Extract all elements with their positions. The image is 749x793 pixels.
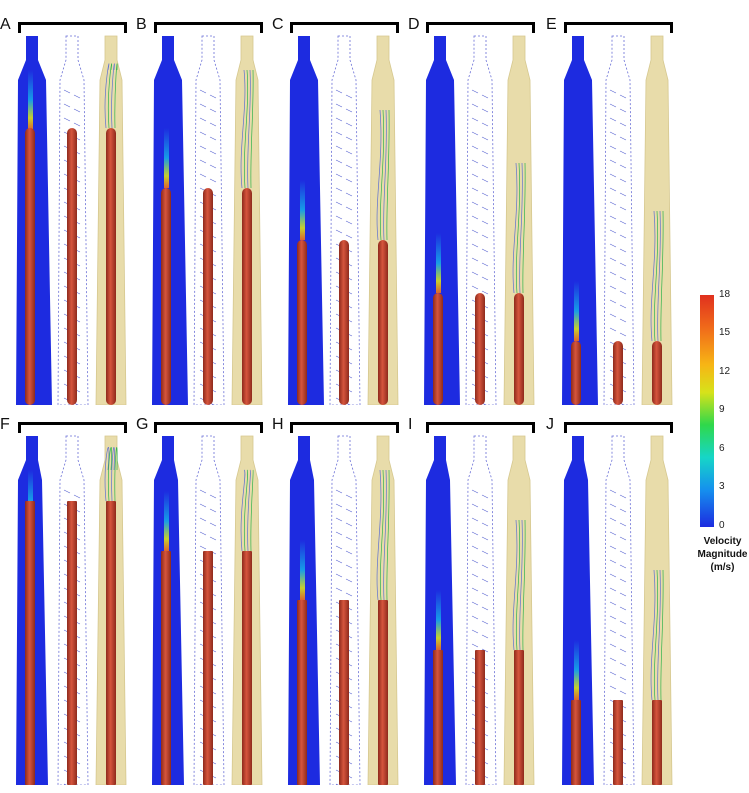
rod bbox=[433, 293, 443, 405]
rod bbox=[613, 341, 623, 405]
panel-e: E bbox=[546, 16, 673, 405]
rod bbox=[514, 293, 524, 405]
panel-label: B bbox=[136, 16, 147, 33]
rod bbox=[242, 188, 252, 405]
rod bbox=[67, 501, 77, 785]
velocity-legend: 18 15 12 9 6 3 0 Velocity Magnitude (m/s… bbox=[698, 289, 749, 573]
legend-tick: 6 bbox=[719, 443, 725, 454]
panel-label: A bbox=[0, 16, 11, 33]
rod bbox=[161, 551, 171, 785]
panel-label: D bbox=[408, 16, 420, 33]
panel-label: E bbox=[546, 16, 557, 33]
rod bbox=[339, 240, 349, 405]
panel-label: H bbox=[272, 416, 284, 433]
rod bbox=[67, 128, 77, 405]
legend-tick: 12 bbox=[719, 366, 731, 377]
panel-h: H bbox=[272, 416, 399, 793]
panel-d: D bbox=[408, 16, 535, 405]
panel-bracket bbox=[18, 422, 127, 433]
rod bbox=[378, 600, 388, 785]
simulation-view bbox=[424, 35, 535, 405]
legend-title-line: (m/s) bbox=[710, 562, 735, 573]
legend-title-line: Magnitude bbox=[697, 549, 748, 560]
simulation-view bbox=[562, 435, 673, 785]
legend-title: Velocity Magnitude (m/s) bbox=[690, 535, 749, 574]
rod bbox=[203, 188, 213, 405]
contour-view bbox=[562, 36, 598, 405]
rod bbox=[106, 501, 116, 785]
rod bbox=[25, 501, 35, 785]
panel-label: F bbox=[0, 416, 10, 433]
panel-label: J bbox=[546, 416, 554, 433]
panel-bracket bbox=[426, 422, 535, 433]
streamline-view bbox=[367, 35, 399, 405]
panel-g: G bbox=[136, 416, 263, 793]
panel-bracket bbox=[564, 22, 673, 33]
streamline-view bbox=[641, 435, 673, 785]
panel-i: I bbox=[408, 416, 535, 793]
panel-f: F bbox=[0, 416, 127, 793]
vector-field-view bbox=[603, 35, 635, 405]
panel-label: C bbox=[272, 16, 284, 33]
panel-bracket bbox=[154, 422, 263, 433]
rod bbox=[378, 240, 388, 405]
legend-tick: 3 bbox=[719, 481, 725, 492]
panel-c: C bbox=[272, 16, 399, 405]
simulation-view bbox=[288, 435, 399, 785]
rod bbox=[297, 600, 307, 785]
rod bbox=[106, 128, 116, 405]
panel-label: G bbox=[136, 416, 149, 433]
panel-bracket bbox=[154, 22, 263, 33]
rod bbox=[571, 700, 581, 785]
rod bbox=[433, 650, 443, 785]
legend-tick: 15 bbox=[719, 327, 731, 338]
contour-view bbox=[424, 436, 456, 785]
rod bbox=[203, 551, 213, 785]
simulation-view bbox=[152, 35, 263, 405]
panel-bracket bbox=[426, 22, 535, 33]
simulation-view bbox=[562, 35, 673, 405]
simulation-view bbox=[16, 35, 127, 405]
panel-bracket bbox=[564, 422, 673, 433]
panel-a: A bbox=[0, 16, 127, 405]
rod bbox=[339, 600, 349, 785]
simulation-view bbox=[152, 435, 263, 785]
panel-bracket bbox=[290, 22, 399, 33]
panel-bracket bbox=[290, 422, 399, 433]
panel-b: B bbox=[136, 16, 263, 405]
panel-j: J bbox=[546, 416, 673, 793]
streamline-view bbox=[503, 435, 535, 785]
rod bbox=[25, 128, 35, 405]
legend-title-line: Velocity bbox=[703, 536, 742, 547]
streamline-view bbox=[641, 35, 673, 405]
rod bbox=[242, 551, 252, 785]
rod bbox=[613, 700, 623, 785]
rod bbox=[475, 293, 485, 405]
rod bbox=[514, 650, 524, 785]
rod bbox=[161, 188, 171, 405]
streamline-view bbox=[503, 35, 535, 405]
simulation-view bbox=[288, 35, 399, 405]
contour-view bbox=[562, 436, 594, 785]
rod bbox=[652, 341, 662, 405]
legend-tick: 18 bbox=[719, 289, 731, 300]
simulation-view bbox=[424, 435, 535, 785]
legend-tick: 9 bbox=[719, 404, 725, 415]
panel-label: I bbox=[408, 416, 413, 433]
simulation-view bbox=[16, 435, 127, 785]
rod bbox=[297, 240, 307, 405]
color-bar bbox=[700, 295, 714, 527]
rod bbox=[571, 341, 581, 405]
rod bbox=[652, 700, 662, 785]
rod bbox=[475, 650, 485, 785]
legend-tick: 0 bbox=[719, 520, 725, 531]
panel-bracket bbox=[18, 22, 127, 33]
